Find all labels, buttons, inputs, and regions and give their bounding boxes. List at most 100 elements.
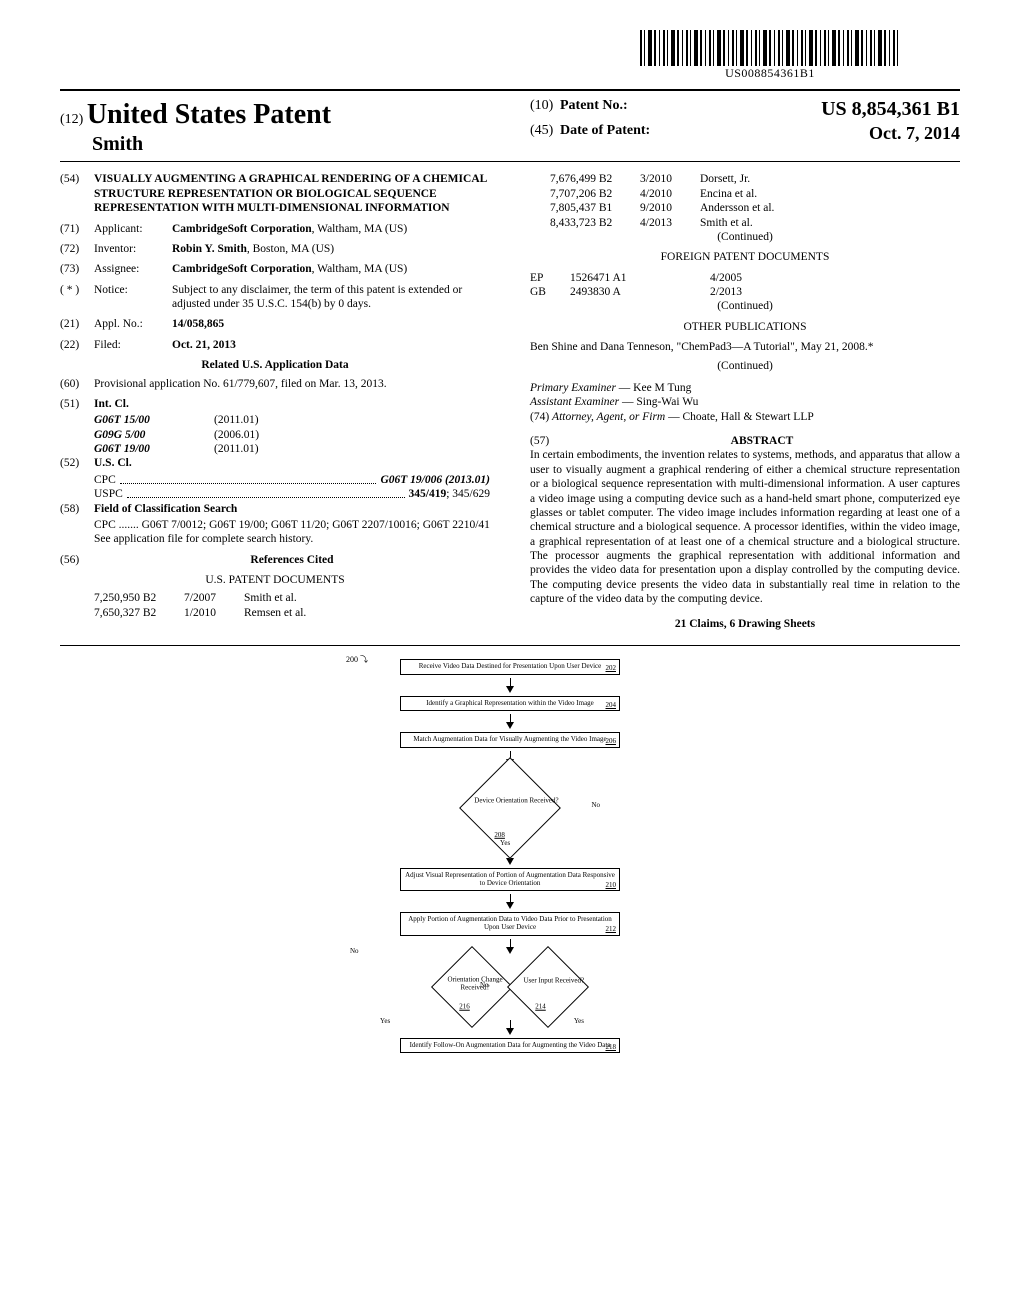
patent-no-label: Patent No.: (560, 97, 670, 122)
fc-text: Receive Video Data Destined for Presenta… (419, 662, 602, 670)
ref-no: 7,707,206 B2 (550, 187, 640, 201)
ref-row: 7,250,950 B27/2007Smith et al. (94, 591, 490, 605)
notice-text: Subject to any disclaimer, the term of t… (172, 283, 490, 312)
inventor-num: (72) (60, 242, 94, 256)
applicant-num: (71) (60, 222, 94, 236)
flowchart-figure: 200 ⤵ Receive Video Data Destined for Pr… (60, 656, 960, 1057)
foreign-no: 2493830 A (570, 285, 710, 299)
provisional-text: Provisional application No. 61/779,607, … (94, 377, 490, 391)
inventor-header: Smith (92, 132, 490, 157)
date-prefix: (45) (530, 122, 560, 145)
ref-date: 3/2010 (640, 172, 700, 186)
uspc-label: USPC (94, 487, 123, 501)
fc-diamond-3: User Input Received? 214 (507, 946, 589, 1028)
assignee-label: Assignee: (94, 262, 172, 276)
uspc-bold: 345/419 (409, 488, 447, 500)
intcl-num: (51) (60, 397, 94, 411)
ref-date: 9/2010 (640, 201, 700, 215)
fc-text: Adjust Visual Representation of Portion … (405, 871, 615, 887)
fc-text: Identify Follow-On Augmentation Data for… (410, 1041, 611, 1049)
ref-no: 7,676,499 B2 (550, 172, 640, 186)
attorney-name: — Choate, Hall & Stewart LLP (665, 411, 814, 423)
fc-text: Device Orientation Received? (471, 798, 561, 806)
other-label: OTHER PUBLICATIONS (530, 320, 960, 334)
doc-type: United States Patent (87, 99, 331, 130)
fc-box-3: Match Augmentation Data for Visually Aug… (400, 732, 620, 748)
intcl-label: Int. Cl. (94, 397, 129, 411)
applicant-loc: , Waltham, MA (US) (312, 223, 408, 235)
fc-num: 214 (535, 1003, 546, 1011)
dotfill (120, 473, 377, 484)
related-heading: Related U.S. Application Data (60, 358, 490, 372)
inventor-name: Robin Y. Smith (172, 243, 247, 255)
filed-num: (22) (60, 338, 94, 352)
ref-row: 7,650,327 B21/2010Remsen et al. (94, 606, 490, 620)
fc-text: Orientation Change Received? (437, 976, 513, 991)
filed-label: Filed: (94, 338, 172, 352)
fc-num: 206 (606, 738, 617, 746)
assignee-num: (73) (60, 262, 94, 276)
notice-num: ( * ) (60, 283, 94, 312)
fc-box-6: Identify Follow-On Augmentation Data for… (400, 1038, 620, 1054)
assistant-label: Assistant Examiner (530, 396, 619, 408)
foreign-row: GB2493830 A2/2013 (530, 285, 960, 299)
fc-num: 210 (606, 882, 617, 890)
ref-no: 7,650,327 B2 (94, 606, 184, 620)
fc-yes-label: Yes (380, 1018, 390, 1026)
fc-ref: 200 (346, 655, 358, 664)
inventor-label: Inventor: (94, 242, 172, 256)
continued-2: (Continued) (530, 299, 960, 313)
ref-date: 7/2007 (184, 591, 244, 605)
continued-1: (Continued) (530, 230, 960, 244)
continued-3: (Continued) (530, 359, 960, 373)
foreign-date: 2/2013 (710, 285, 770, 299)
abstract-text: In certain embodiments, the invention re… (530, 448, 960, 606)
fc-box-4: Adjust Visual Representation of Portion … (400, 868, 620, 891)
uscl-label: U.S. Cl. (94, 456, 132, 470)
uscl-num: (52) (60, 456, 94, 470)
fc-num: 204 (606, 702, 617, 710)
ref-who: Smith et al. (244, 591, 490, 605)
fc-text: User Input Received? (516, 977, 592, 985)
refs-label: References Cited (94, 553, 490, 567)
barcode-block: US008854361B1 (60, 30, 900, 81)
assistant-name: — Sing-Wai Wu (619, 396, 698, 408)
patent-date: Oct. 7, 2014 (690, 122, 960, 145)
fc-num: 202 (606, 665, 617, 673)
ref-who: Smith et al. (700, 216, 960, 230)
ref-date: 4/2010 (640, 187, 700, 201)
filed-val: Oct. 21, 2013 (172, 338, 490, 352)
rule-top-thin (60, 161, 960, 162)
intcl-code: G06T 19/00 (94, 442, 214, 456)
fc-num: 216 (459, 1003, 470, 1011)
intcl-year: (2011.01) (214, 442, 259, 456)
ref-who: Dorsett, Jr. (700, 172, 960, 186)
patent-no: US 8,854,361 B1 (670, 97, 960, 122)
date-label: Date of Patent: (560, 122, 690, 145)
abstract-num: (57) (530, 434, 564, 448)
foreign-no: 1526471 A1 (570, 271, 710, 285)
ref-no: 7,805,437 B1 (550, 201, 640, 215)
main-columns: (54) VISUALLY AUGMENTING A GRAPHICAL REN… (60, 172, 960, 631)
intcl-year: (2006.01) (214, 428, 259, 442)
claims-line: 21 Claims, 6 Drawing Sheets (530, 617, 960, 631)
refs-num: (56) (60, 553, 94, 567)
other-text: Ben Shine and Dana Tenneson, "ChemPad3—A… (530, 340, 960, 354)
foreign-label: FOREIGN PATENT DOCUMENTS (530, 250, 960, 264)
uspc-rest: ; 345/629 (446, 488, 490, 500)
foreign-date: 4/2005 (710, 271, 770, 285)
dotfill (127, 487, 405, 498)
ref-row: 7,676,499 B23/2010Dorsett, Jr. (550, 172, 960, 186)
ref-no: 8,433,723 B2 (550, 216, 640, 230)
search-num: (58) (60, 502, 94, 516)
search-note: See application file for complete search… (94, 532, 490, 546)
cpc-val: G06T 19/006 (2013.01) (380, 473, 490, 487)
title-num: (54) (60, 172, 94, 215)
fc-num: 208 (494, 832, 505, 840)
assignee-name: CambridgeSoft Corporation (172, 263, 312, 275)
attorney-num: (74) (530, 411, 549, 423)
fc-box-2: Identify a Graphical Representation with… (400, 696, 620, 712)
abstract-label: ABSTRACT (564, 434, 960, 448)
assignee-loc: , Waltham, MA (US) (312, 263, 408, 275)
fc-no-label: No (591, 802, 600, 810)
